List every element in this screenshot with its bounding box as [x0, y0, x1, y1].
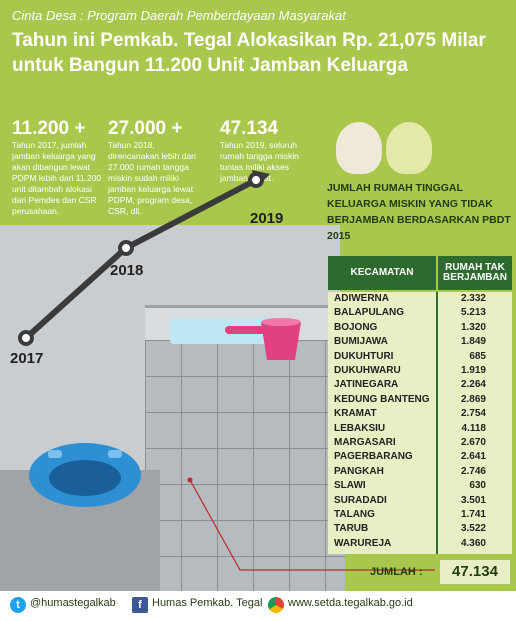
row-value: 2.869: [460, 393, 486, 405]
row-value: 2.332: [460, 293, 486, 304]
row-kecamatan: KRAMAT: [334, 408, 377, 420]
row-kecamatan: PAGERBARANG: [334, 451, 413, 463]
twitter-handle-link[interactable]: @humastegalkab: [30, 597, 116, 609]
facebook-page-link[interactable]: Humas Pemkab. Tegal: [152, 597, 263, 609]
stat-number-2018: 27.000 +: [108, 118, 183, 139]
table-header-jumlah: RUMAH TAK BERJAMBAN: [438, 256, 512, 290]
table-row: TALANG 1.741: [328, 508, 512, 522]
table-row: DUKUHWARU 1.919: [328, 364, 512, 378]
row-kecamatan: ADIWERNA: [334, 293, 389, 304]
table-title: JUMLAH RUMAH TINGGAL KELUARGA MISKIN YAN…: [327, 182, 511, 242]
row-kecamatan: JATINEGARA: [334, 379, 399, 391]
row-kecamatan: SLAWI: [334, 480, 366, 492]
total-label: JUMLAH :: [370, 566, 423, 578]
footer: [0, 591, 516, 621]
stat-number-2017: 11.200 +: [12, 118, 86, 139]
row-value: 2.754: [460, 408, 486, 420]
row-value: 2.746: [460, 465, 486, 477]
squat-toilet-icon: [29, 443, 141, 507]
facebook-icon: f: [132, 597, 148, 613]
stat-desc-2017: Tahun 2017, jumlah jamban keluarga yang …: [12, 140, 102, 216]
stat-desc-2018: Tahun 2018, direncanakan lebih dari 27.0…: [108, 140, 196, 216]
row-kecamatan: BOJONG: [334, 321, 378, 333]
table-row: ADIWERNA 2.332: [328, 292, 512, 306]
year-label-2017: 2017: [10, 350, 44, 367]
row-kecamatan: PANGKAH: [334, 465, 384, 477]
table-row: KEDUNG BANTENG 2.869: [328, 393, 512, 407]
row-value: 2.264: [460, 379, 486, 391]
row-value: 2.670: [460, 437, 486, 448]
row-kecamatan: BUMIJAWA: [334, 336, 388, 348]
water-scoop-icon: [225, 318, 301, 360]
table-row: TARUB 3.522: [328, 522, 512, 536]
year-label-2019: 2019: [250, 210, 284, 227]
table-row: JATINEGARA 2.264: [328, 378, 512, 392]
page-title: Tahun ini Pemkab. Tegal Alokasikan Rp. 2…: [12, 30, 486, 76]
stat-number-2019: 47.134: [220, 118, 279, 139]
row-kecamatan: KEDUNG BANTENG: [334, 393, 430, 405]
table-rows: ADIWERNA 2.332 BALAPULANG 5.213 BOJONG 1.32…: [328, 292, 512, 554]
row-value: 1.741: [460, 509, 486, 520]
row-value: 4.360: [460, 537, 486, 549]
row-kecamatan: WARUREJA: [334, 537, 392, 549]
table-row: PAGERBARANG 2.641: [328, 450, 512, 464]
row-value: 3.501: [460, 494, 486, 506]
table-row: SLAWI 630: [328, 479, 512, 493]
timeline-dot-2019: [248, 172, 264, 188]
row-value: 1.849: [460, 336, 486, 348]
official-portraits: [328, 118, 438, 176]
table-column-divider: [436, 292, 438, 554]
tiled-water-tank: [145, 340, 345, 591]
row-kecamatan: LEBAKSIU: [334, 422, 386, 434]
table-row: LEBAKSIU 4.118: [328, 422, 512, 436]
row-value: 5.213: [460, 307, 486, 319]
row-value: 2.641: [460, 451, 486, 463]
table-row: BOJONG 1.320: [328, 321, 512, 335]
row-value: 685: [469, 350, 486, 362]
timeline-line: [23, 170, 270, 341]
website-link[interactable]: www.setda.tegalkab.go.id: [288, 597, 413, 609]
row-kecamatan: SURADADI: [334, 494, 387, 506]
row-kecamatan: MARGASARI: [334, 437, 396, 448]
total-value: 47.134: [440, 560, 510, 584]
twitter-icon: t: [10, 597, 26, 613]
timeline-dot-2017: [18, 330, 34, 346]
table-row: WARUREJA 4.360: [328, 537, 512, 551]
header-subtitle: Cinta Desa : Program Daerah Pemberdayaan…: [12, 8, 346, 23]
table-row: BALAPULANG 5.213: [328, 306, 512, 320]
table-row: KRAMAT 2.754: [328, 407, 512, 421]
row-value: 630: [469, 480, 486, 492]
year-label-2018: 2018: [110, 262, 144, 279]
table-row: PANGKAH 2.746: [328, 465, 512, 479]
stat-desc-2019: Tahun 2019, seluruh rumah tangga miskin …: [220, 140, 299, 183]
row-value: 1.320: [460, 321, 486, 333]
timeline-dot-2018: [118, 240, 134, 256]
chrome-icon: [268, 597, 284, 613]
row-kecamatan: DUKUHWARU: [334, 365, 401, 376]
row-value: 4.118: [461, 422, 486, 434]
row-kecamatan: DUKUHTURI: [334, 350, 394, 362]
row-kecamatan: TALANG: [334, 509, 375, 520]
row-value: 3.522: [460, 523, 486, 535]
row-kecamatan: BALAPULANG: [334, 307, 404, 319]
pointer-line: [187, 477, 435, 571]
row-kecamatan: TARUB: [334, 523, 369, 535]
table-header-kecamatan: KECAMATAN: [328, 256, 436, 290]
table-body: [328, 292, 512, 554]
table-row: DUKUHTURI 685: [328, 350, 512, 364]
table-row: BUMIJAWA 1.849: [328, 335, 512, 349]
row-value: 1.919: [460, 365, 486, 376]
table-row: SURADADI 3.501: [328, 494, 512, 508]
table-row: MARGASARI 2.670: [328, 436, 512, 450]
